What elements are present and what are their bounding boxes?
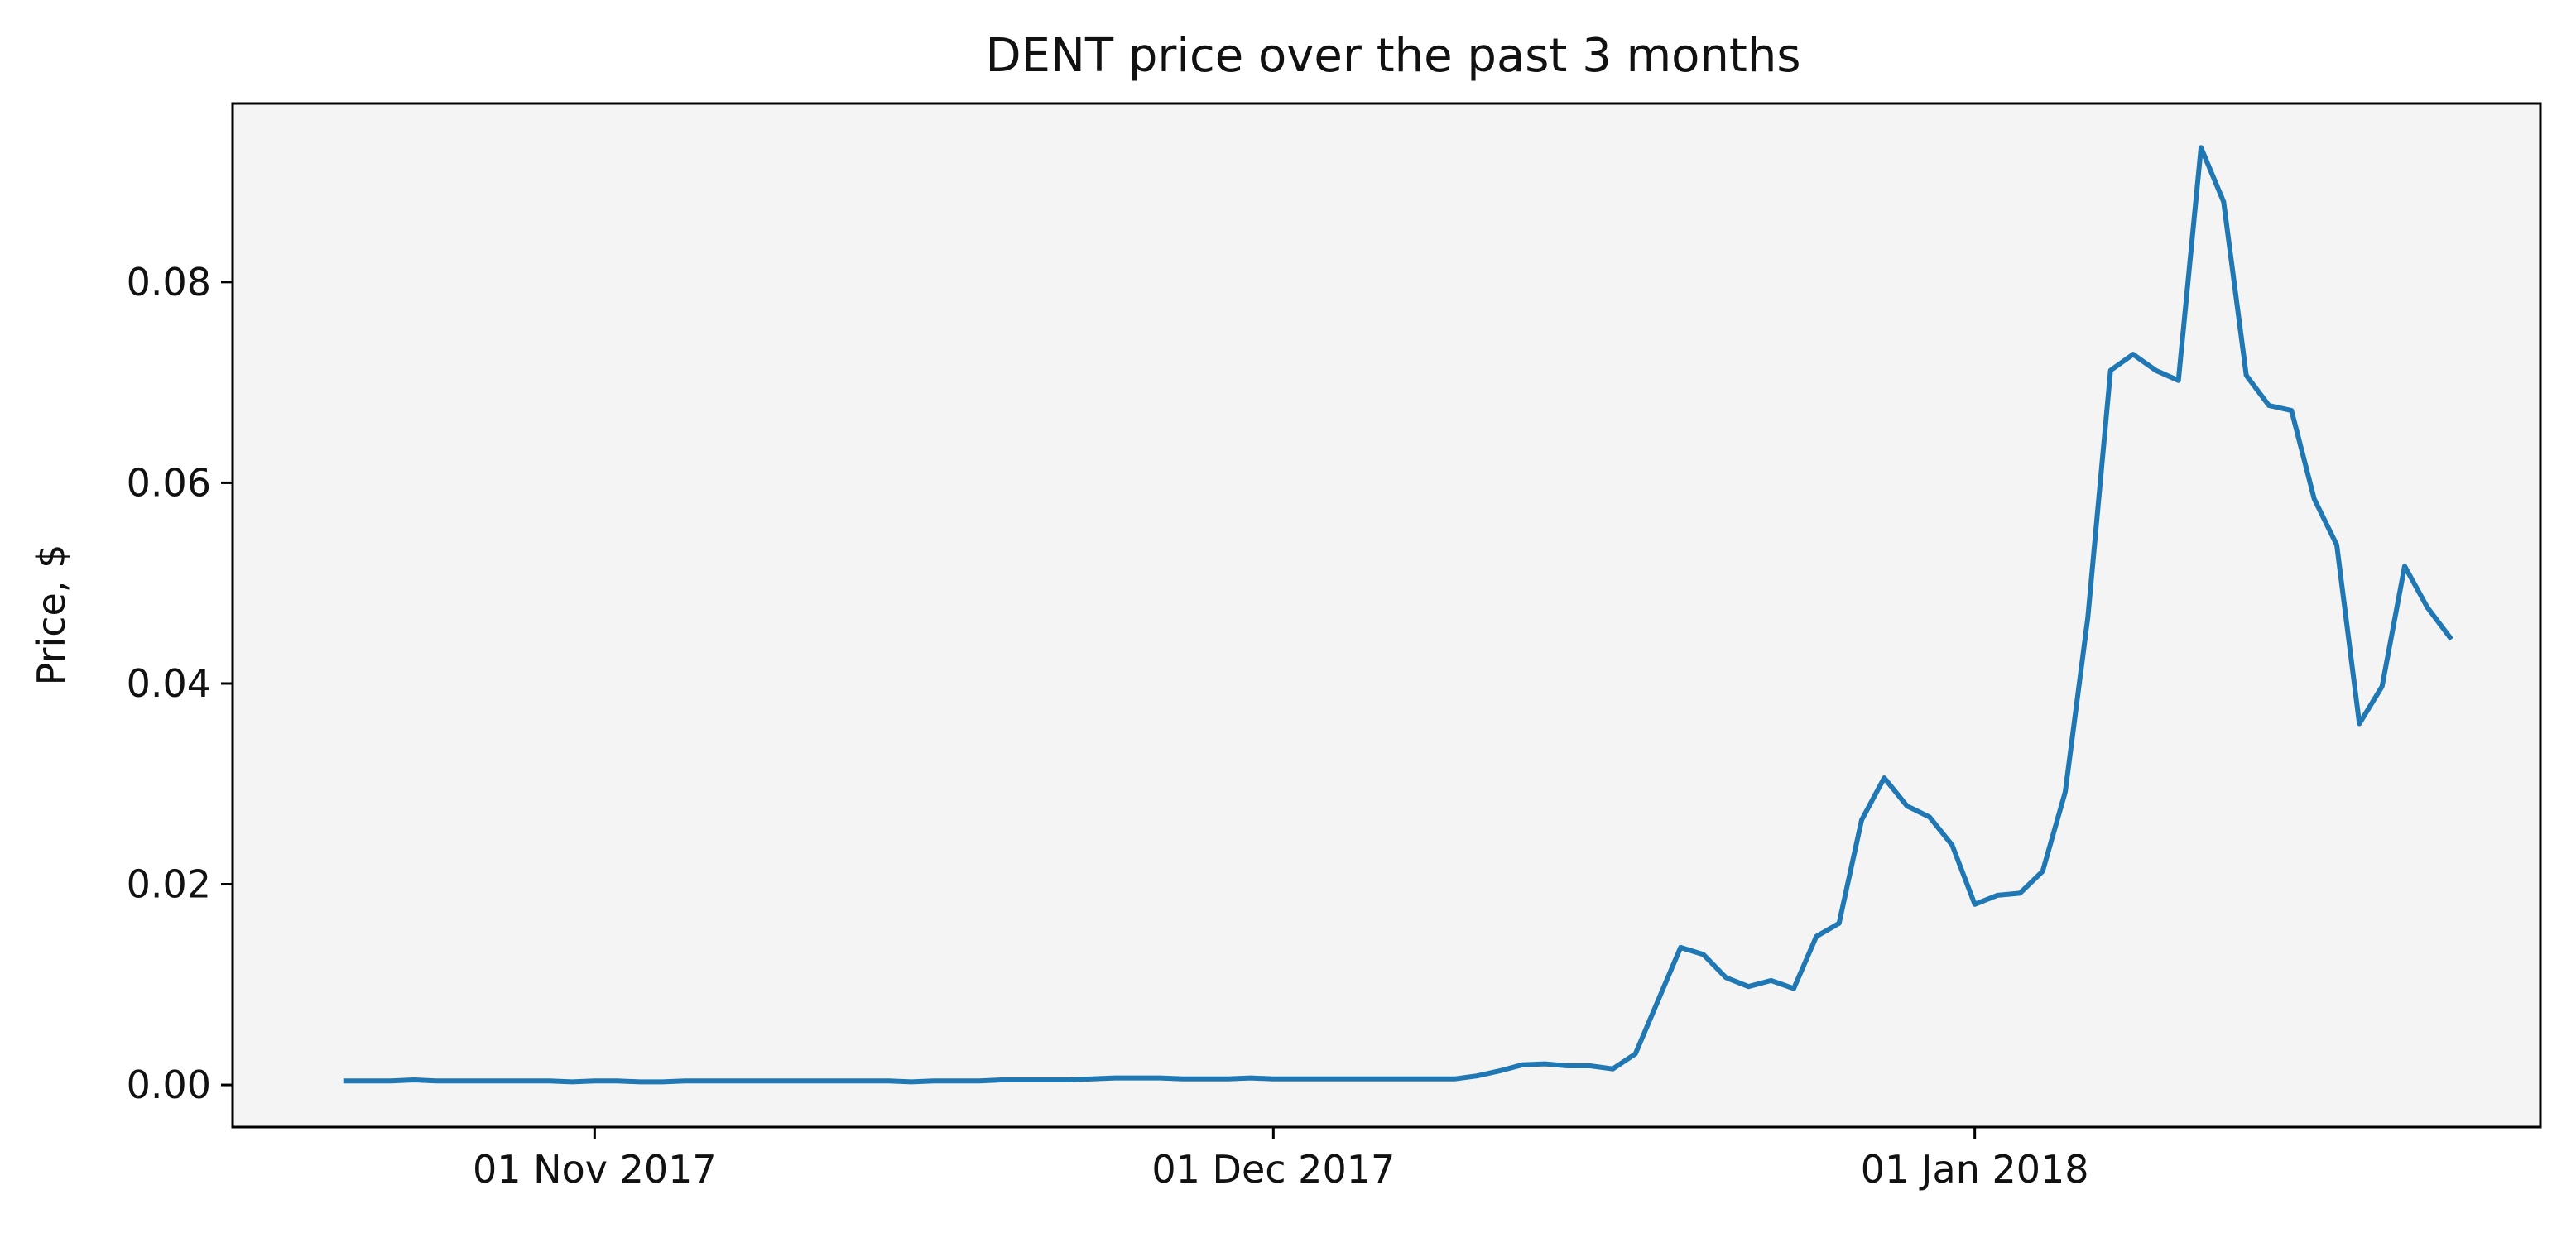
plot-area bbox=[233, 103, 2540, 1127]
y-tick-label: 0.04 bbox=[127, 661, 211, 706]
x-axis: 01 Nov 2017 01 Dec 2017 01 Jan 2018 bbox=[473, 1127, 2089, 1192]
y-tick-label: 0.02 bbox=[127, 862, 211, 907]
y-tick-label: 0.08 bbox=[127, 260, 211, 305]
y-tick-label: 0.06 bbox=[127, 460, 211, 505]
plot-frame bbox=[231, 102, 2542, 1129]
y-axis: 0.00 0.02 0.04 0.06 0.08 bbox=[127, 260, 233, 1107]
x-tick-label: 01 Dec 2017 bbox=[1151, 1147, 1395, 1192]
x-tick-label: 01 Jan 2018 bbox=[1861, 1147, 2089, 1192]
chart-title: DENT price over the past 3 months bbox=[985, 29, 1800, 83]
y-tick-label: 0.00 bbox=[127, 1063, 211, 1107]
y-axis-label: Price, $ bbox=[29, 545, 74, 686]
x-tick-label: 01 Nov 2017 bbox=[473, 1147, 717, 1192]
dent-price-line bbox=[343, 145, 2453, 1085]
